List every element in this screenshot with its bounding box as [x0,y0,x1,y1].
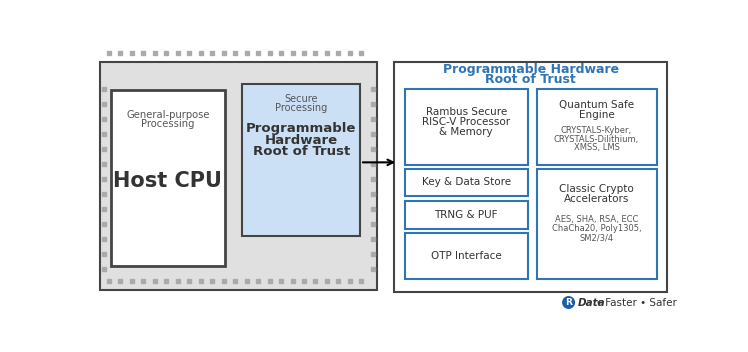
FancyBboxPatch shape [242,84,360,236]
Text: Secure: Secure [284,94,318,104]
Text: ChaCha20, Poly1305,: ChaCha20, Poly1305, [552,224,641,233]
Text: Programmable Hardware: Programmable Hardware [443,63,619,76]
FancyBboxPatch shape [394,62,667,292]
FancyBboxPatch shape [405,89,527,165]
Text: Key & Data Store: Key & Data Store [422,177,511,187]
Text: Root of Trust: Root of Trust [485,73,576,86]
Text: & Memory: & Memory [440,127,493,137]
Text: Root of Trust: Root of Trust [253,145,350,158]
Text: CRYSTALS-Kyber,: CRYSTALS-Kyber, [561,126,632,135]
Circle shape [562,297,574,308]
Text: Programmable: Programmable [246,122,356,135]
Text: • Faster • Safer: • Faster • Safer [595,297,677,308]
Text: SM2/3/4: SM2/3/4 [580,233,613,242]
FancyBboxPatch shape [537,169,657,279]
Text: Quantum Safe: Quantum Safe [559,100,634,111]
Text: Rambus Secure: Rambus Secure [426,107,507,117]
Text: TRNG & PUF: TRNG & PUF [435,210,498,220]
Text: XMSS, LMS: XMSS, LMS [574,143,619,152]
Text: Hardware: Hardware [265,133,338,146]
Text: General-purpose: General-purpose [126,109,209,120]
Text: Host CPU: Host CPU [114,171,222,191]
Text: Classic Crypto: Classic Crypto [559,183,634,194]
Text: R: R [565,298,572,307]
FancyBboxPatch shape [405,169,527,196]
Text: AES, SHA, RSA, ECC: AES, SHA, RSA, ECC [555,215,638,224]
Text: Accelerators: Accelerators [564,194,629,203]
FancyBboxPatch shape [405,233,527,279]
Text: RISC-V Processor: RISC-V Processor [422,117,510,127]
Text: Processing: Processing [275,103,328,113]
FancyBboxPatch shape [111,90,225,265]
Text: OTP Interface: OTP Interface [431,251,502,261]
Text: CRYSTALS-Dilithium,: CRYSTALS-Dilithium, [554,135,639,144]
FancyBboxPatch shape [405,201,527,228]
FancyBboxPatch shape [99,62,377,290]
Text: Processing: Processing [141,119,194,129]
Text: Engine: Engine [579,111,614,120]
FancyBboxPatch shape [537,89,657,165]
Text: Data: Data [578,297,605,308]
